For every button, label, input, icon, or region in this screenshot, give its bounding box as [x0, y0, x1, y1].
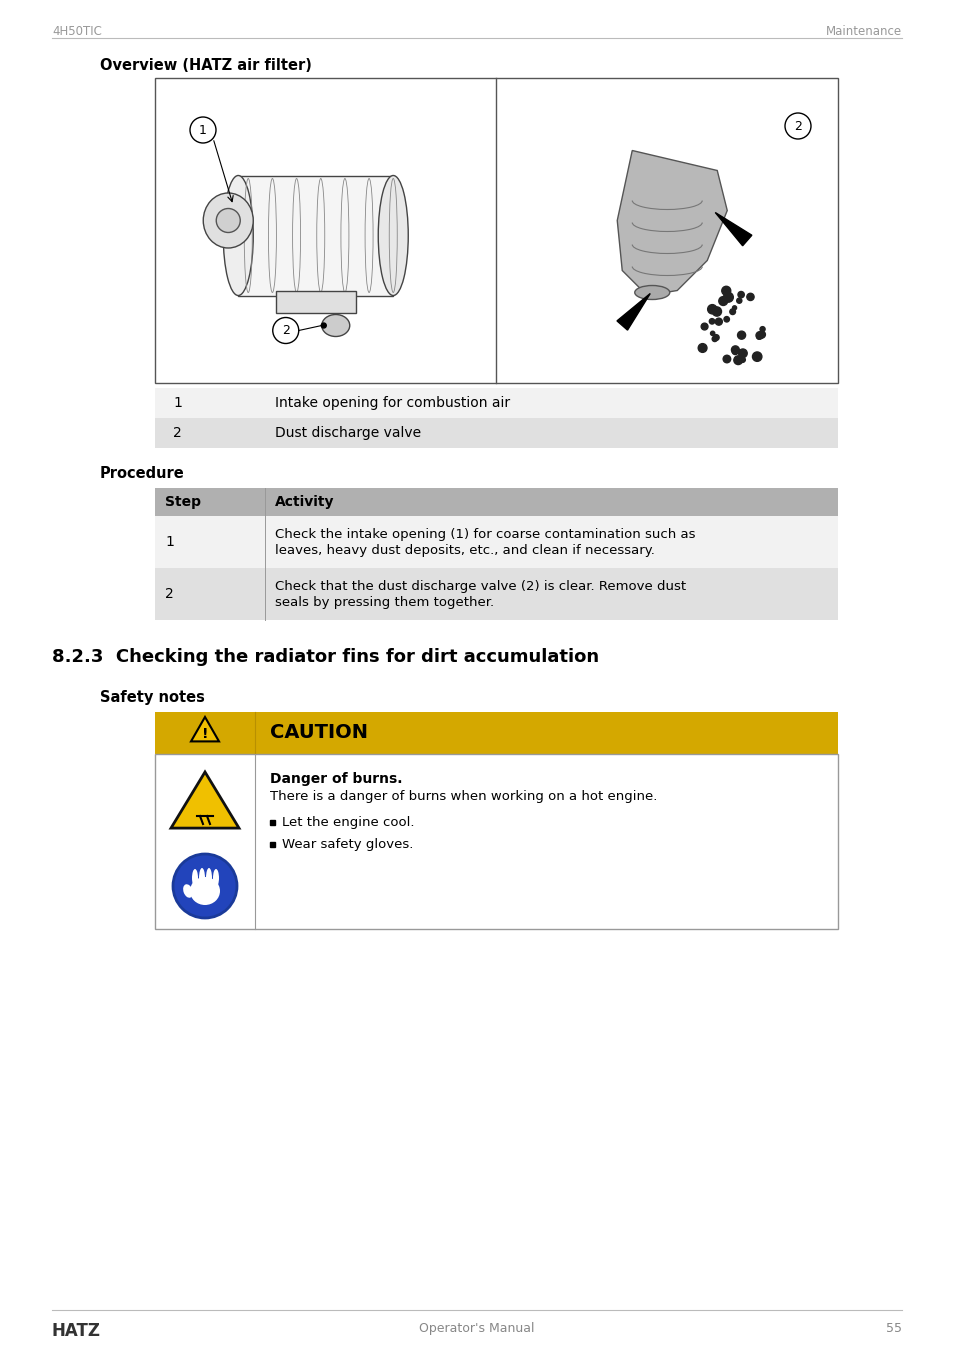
Polygon shape: [171, 772, 239, 829]
Bar: [154, 418, 837, 448]
Bar: [275, 291, 355, 313]
Polygon shape: [191, 718, 219, 742]
Circle shape: [738, 349, 746, 357]
Bar: [270, 821, 274, 825]
Text: Dust discharge valve: Dust discharge valve: [274, 427, 420, 440]
Circle shape: [733, 356, 741, 364]
Circle shape: [721, 286, 730, 295]
Text: seals by pressing them together.: seals by pressing them together.: [274, 596, 494, 609]
Ellipse shape: [199, 868, 205, 888]
Circle shape: [707, 305, 716, 314]
Ellipse shape: [321, 314, 350, 337]
Circle shape: [746, 294, 753, 301]
Text: Danger of burns.: Danger of burns.: [270, 772, 402, 787]
Ellipse shape: [203, 194, 253, 248]
Ellipse shape: [183, 884, 193, 898]
Text: HATZ: HATZ: [52, 1322, 101, 1340]
Circle shape: [700, 324, 707, 330]
Ellipse shape: [377, 176, 408, 295]
Text: Check that the dust discharge valve (2) is clear. Remove dust: Check that the dust discharge valve (2) …: [274, 580, 685, 593]
Circle shape: [709, 318, 714, 324]
Ellipse shape: [190, 877, 220, 904]
Circle shape: [710, 332, 714, 336]
Circle shape: [731, 348, 738, 355]
Text: Check the intake opening (1) for coarse contamination such as: Check the intake opening (1) for coarse …: [274, 528, 695, 542]
Polygon shape: [617, 294, 650, 330]
Circle shape: [216, 209, 240, 233]
Circle shape: [698, 344, 706, 352]
Text: 4H50TIC: 4H50TIC: [52, 24, 102, 38]
Circle shape: [172, 854, 236, 918]
Text: Let the engine cool.: Let the engine cool.: [282, 816, 414, 829]
Text: 1: 1: [165, 535, 173, 548]
Text: There is a danger of burns when working on a hot engine.: There is a danger of burns when working …: [270, 789, 657, 803]
Text: 1: 1: [172, 395, 182, 410]
Text: Operator's Manual: Operator's Manual: [418, 1322, 535, 1335]
Text: 8.2.3  Checking the radiator fins for dirt accumulation: 8.2.3 Checking the radiator fins for dir…: [52, 649, 598, 666]
Circle shape: [740, 357, 744, 363]
Polygon shape: [715, 213, 751, 246]
Text: 55: 55: [885, 1322, 901, 1335]
Circle shape: [755, 332, 762, 338]
Text: 1: 1: [199, 123, 207, 137]
Circle shape: [784, 112, 810, 139]
Text: 2: 2: [165, 588, 173, 601]
Circle shape: [737, 332, 745, 340]
Circle shape: [190, 116, 215, 144]
Circle shape: [718, 297, 727, 306]
Circle shape: [758, 330, 764, 338]
Bar: [154, 79, 837, 383]
Text: Safety notes: Safety notes: [100, 691, 205, 705]
Circle shape: [722, 355, 730, 363]
Text: leaves, heavy dust deposits, etc., and clean if necessary.: leaves, heavy dust deposits, etc., and c…: [274, 544, 654, 556]
Text: 2: 2: [793, 119, 801, 133]
Text: Overview (HATZ air filter): Overview (HATZ air filter): [100, 58, 312, 73]
Text: CAUTION: CAUTION: [270, 723, 368, 742]
Bar: [154, 567, 837, 620]
Bar: [154, 389, 837, 418]
Circle shape: [711, 336, 717, 341]
Circle shape: [756, 334, 760, 340]
Circle shape: [712, 307, 720, 315]
Bar: [270, 842, 274, 848]
Circle shape: [723, 317, 729, 322]
Text: Procedure: Procedure: [100, 466, 185, 481]
Text: Activity: Activity: [274, 496, 335, 509]
Circle shape: [736, 298, 741, 303]
Text: Maintenance: Maintenance: [825, 24, 901, 38]
Ellipse shape: [192, 869, 198, 887]
Bar: [238, 176, 393, 295]
Circle shape: [760, 326, 764, 332]
Polygon shape: [617, 150, 726, 295]
Bar: [154, 487, 837, 516]
Circle shape: [273, 317, 298, 344]
Text: Intake opening for combustion air: Intake opening for combustion air: [274, 395, 510, 410]
Ellipse shape: [634, 286, 669, 299]
Circle shape: [722, 292, 733, 302]
Circle shape: [732, 306, 736, 310]
Ellipse shape: [206, 868, 212, 888]
Text: 2: 2: [281, 324, 290, 337]
Ellipse shape: [223, 176, 253, 295]
Circle shape: [738, 291, 743, 298]
Text: 2: 2: [172, 427, 182, 440]
Circle shape: [715, 318, 721, 325]
Ellipse shape: [213, 869, 219, 887]
Circle shape: [752, 352, 761, 362]
Bar: [154, 516, 837, 567]
Text: Wear safety gloves.: Wear safety gloves.: [282, 838, 413, 852]
Circle shape: [713, 334, 719, 340]
Text: !: !: [201, 727, 208, 742]
Text: Step: Step: [165, 496, 201, 509]
Circle shape: [731, 345, 739, 353]
Bar: [154, 754, 837, 929]
Circle shape: [729, 309, 735, 314]
Circle shape: [321, 324, 326, 328]
Bar: [154, 712, 837, 754]
